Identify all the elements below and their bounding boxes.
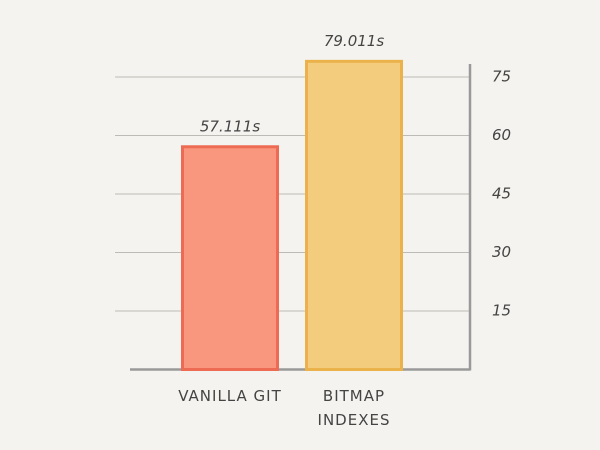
value-label: 79.011s [324,32,384,50]
y-tick-label: 30 [492,243,511,261]
value-label: 57.111s [200,117,260,135]
y-tick-label: 75 [492,68,511,86]
bar [181,145,279,371]
y-tick-label: 60 [492,126,511,144]
y-tick-label: 45 [492,185,511,203]
x-tick-label: VANILLA GIT [178,387,282,405]
y-tick-label: 15 [492,302,511,320]
bar [305,59,403,372]
x-tick-label: BITMAP INDEXES [317,387,391,429]
